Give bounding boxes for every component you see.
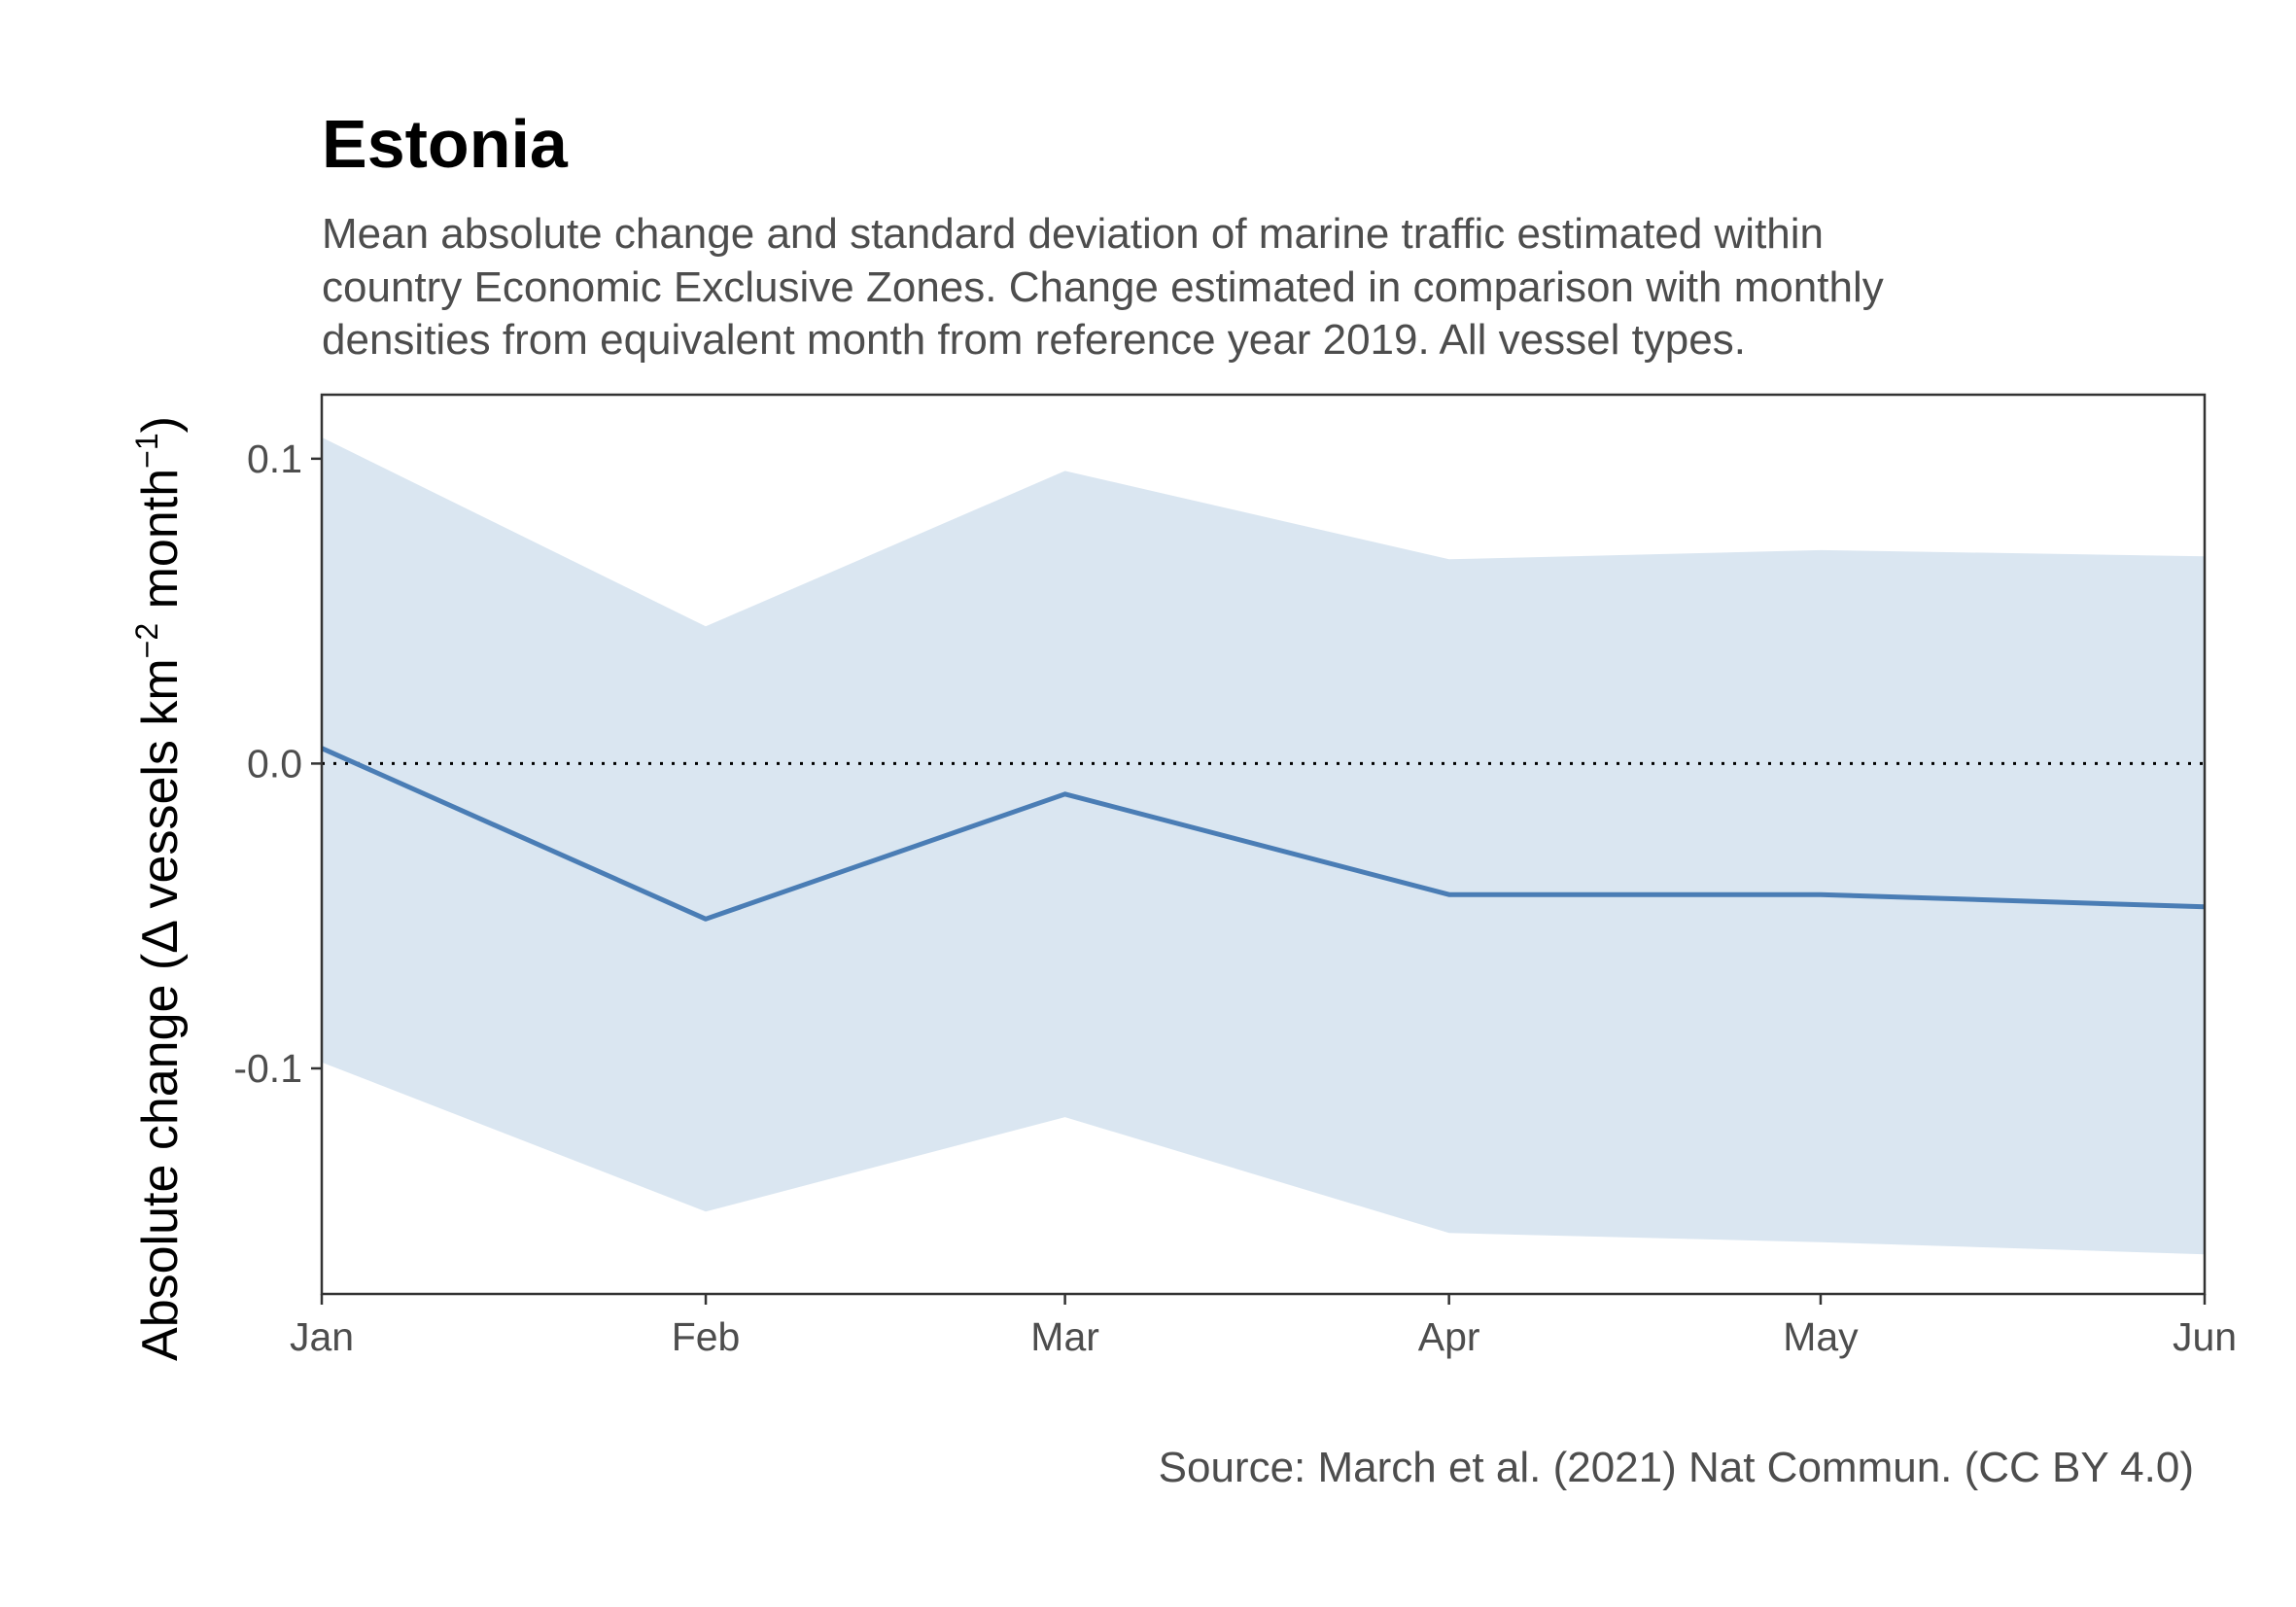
y-axis-title-prefix: Absolute change ( (132, 953, 189, 1361)
y-axis-title-text2: month (132, 469, 189, 623)
panel-border (320, 393, 2207, 1296)
y-tick-label: 0.1 (247, 437, 302, 481)
x-tick-label: Jan (290, 1314, 354, 1359)
y-tick-label: -0.1 (233, 1046, 302, 1091)
chart-subtitle-line-3: densities from equivalent month from ref… (322, 316, 1746, 364)
y-axis-title-sup2: −1 (129, 433, 164, 468)
x-tick-label: May (1783, 1314, 1859, 1359)
y-axis-title: Absolute change (Δ vessels km−2 month−1) (129, 416, 189, 1361)
y-tick-label: 0.0 (247, 741, 302, 786)
plot-area: 0.1 0.0 -0.1 Jan Feb Mar Apr May Jun (233, 393, 2237, 1359)
y-axis-title-suffix: ) (132, 416, 189, 433)
y-axis-title-sup1: −2 (129, 623, 164, 658)
x-tick-label: Jun (2173, 1314, 2237, 1359)
chart-subtitle-line-2: country Economic Exclusive Zones. Change… (322, 263, 1884, 311)
x-tick-label: Mar (1030, 1314, 1099, 1359)
y-axis-title-text1: vessels km (132, 658, 189, 923)
x-tick-label: Feb (672, 1314, 741, 1359)
chart-title: Estonia (322, 106, 569, 182)
chart-caption: Source: March et al. (2021) Nat Commun. … (1159, 1444, 2194, 1491)
x-tick-label: Apr (1418, 1314, 1480, 1359)
mean-line (320, 746, 2206, 922)
y-axis-title-delta: Δ (132, 921, 189, 954)
chart-subtitle-line-1: Mean absolute change and standard deviat… (322, 210, 1824, 258)
